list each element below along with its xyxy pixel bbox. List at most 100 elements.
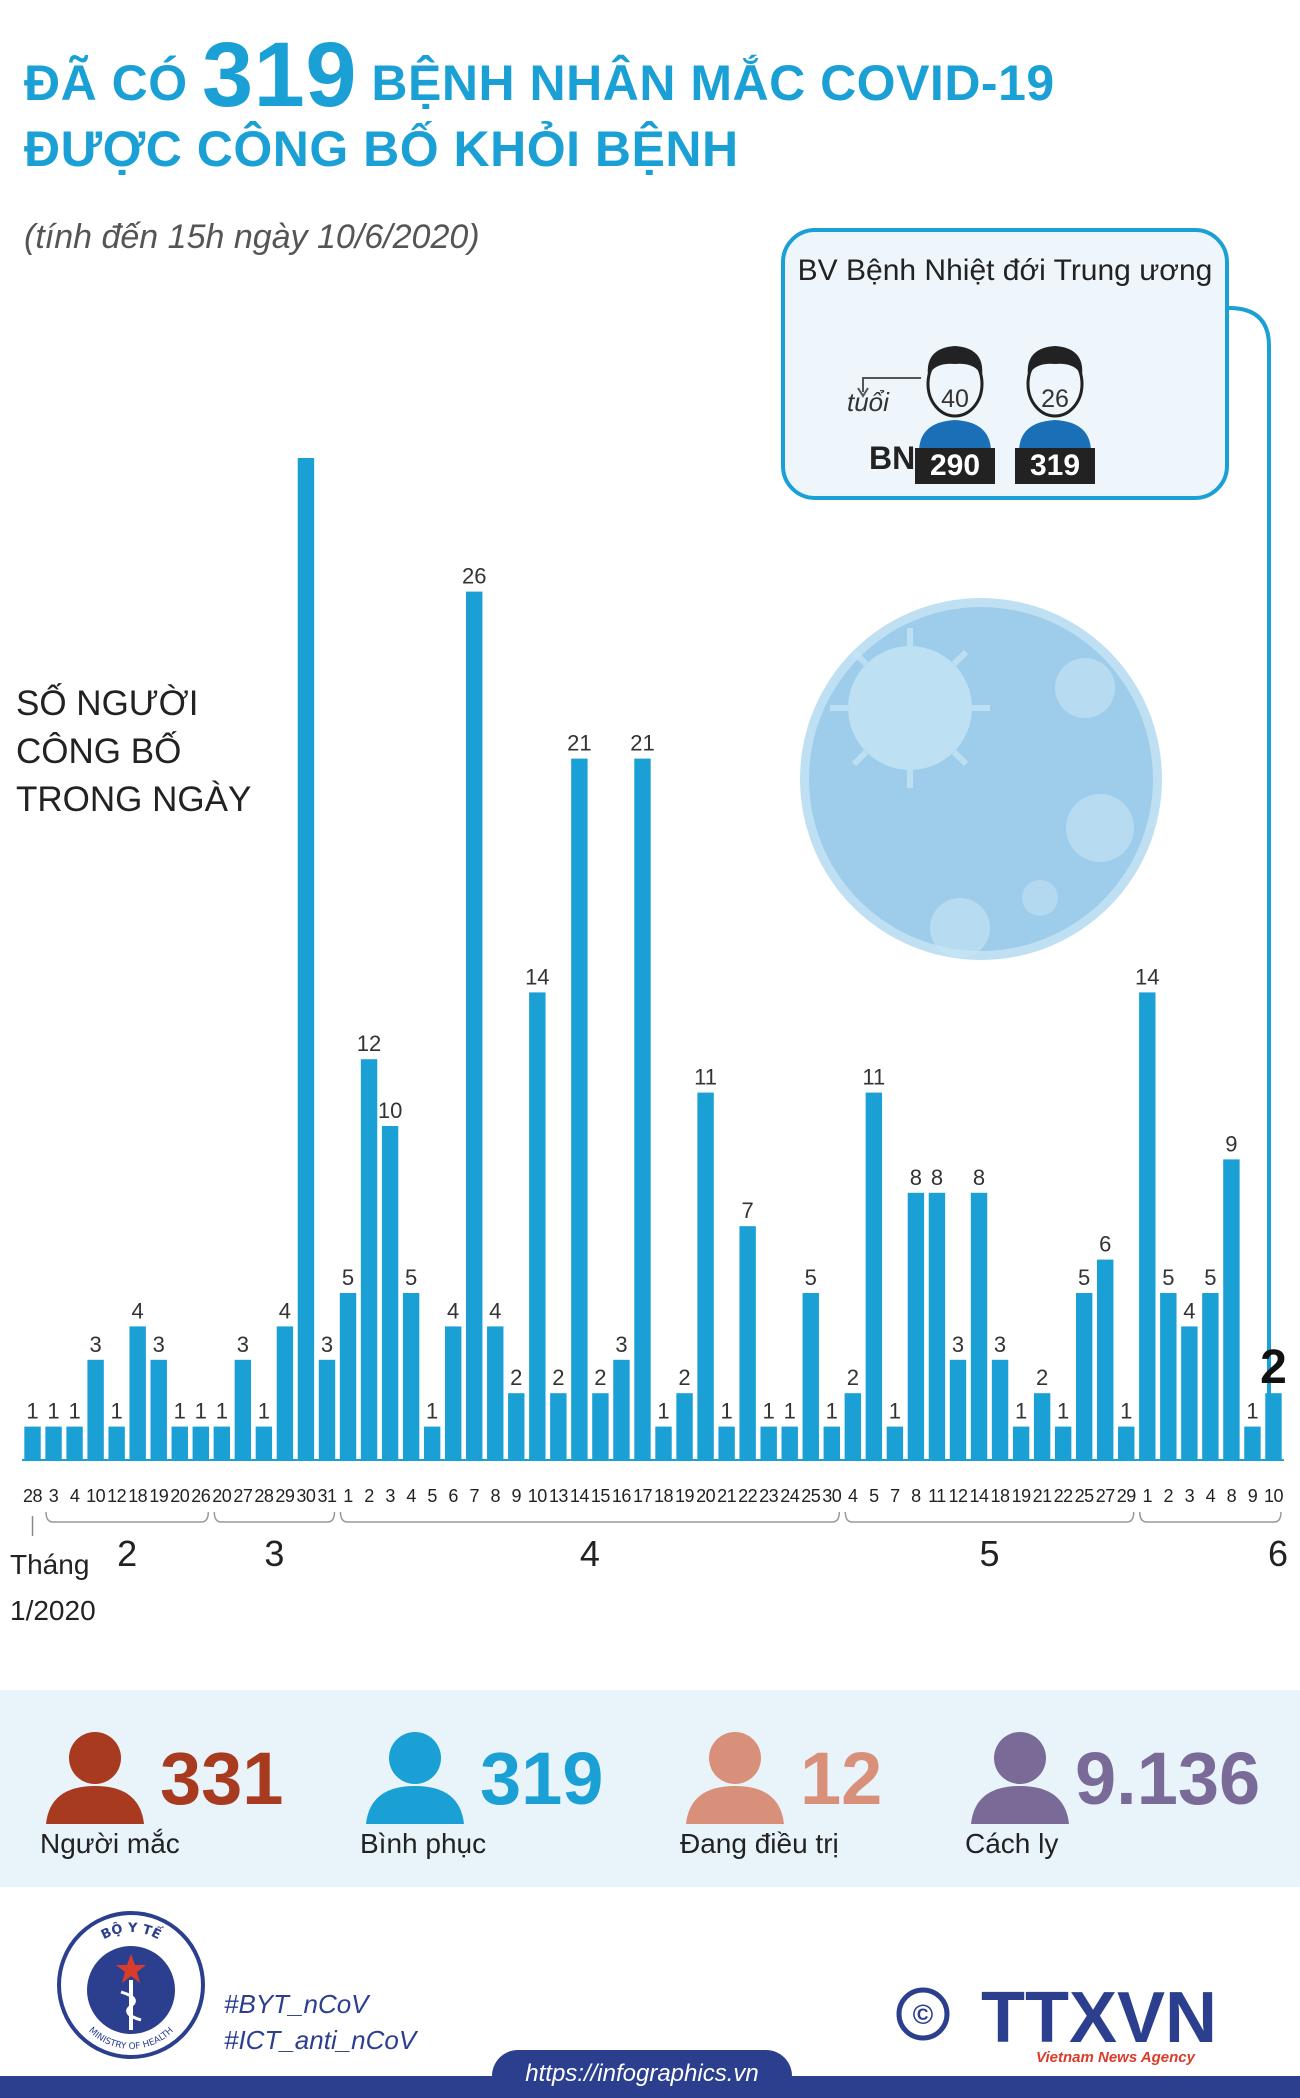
person-icon [686, 1732, 784, 1824]
day-tick-label: 3 [1185, 1486, 1195, 1506]
day-tick-label: 29 [275, 1486, 295, 1506]
bar [108, 1426, 125, 1460]
stat-value: 319 [480, 1737, 604, 1820]
bar [655, 1426, 672, 1460]
bar-value-label: 26 [462, 564, 486, 589]
bar [928, 1192, 946, 1460]
month-label: 2 [117, 1533, 137, 1574]
day-tick-label: 1 [343, 1486, 353, 1506]
day-tick-label: 9 [1248, 1486, 1258, 1506]
day-tick-label: 2 [1164, 1486, 1174, 1506]
footer-url[interactable]: https://infographics.vn [492, 2050, 792, 2098]
day-tick-label: 24 [780, 1486, 800, 1506]
bar-value-label: 11 [862, 1065, 885, 1090]
bar [402, 1293, 420, 1460]
bar [129, 1326, 146, 1460]
bar [466, 591, 483, 1460]
stat-value: 12 [800, 1737, 883, 1820]
day-tick-label: 12 [107, 1486, 127, 1506]
bar-value-label: 1 [216, 1399, 228, 1424]
day-tick-label: 22 [1054, 1486, 1074, 1506]
bar [234, 1359, 252, 1460]
bar-value-label: 1 [111, 1399, 123, 1424]
title-suffix: BỆNH NHÂN MẮC COVID-19 [371, 55, 1055, 111]
bar-value-label: 21 [630, 731, 654, 756]
bar-value-label: 12 [357, 1031, 381, 1056]
svg-text:BỘ Y TẾ: BỘ Y TẾ [99, 1921, 164, 1943]
title-prefix: ĐÃ CÓ [24, 55, 188, 111]
bar-value-label: 3 [615, 1332, 627, 1357]
bar [1054, 1426, 1072, 1460]
bar [339, 1293, 357, 1460]
person-icon [46, 1732, 144, 1824]
patient-card: 26 319 [1015, 332, 1095, 484]
day-tick-label: 4 [848, 1486, 858, 1506]
day-tick-label: 22 [738, 1486, 758, 1506]
month-bracket [844, 1511, 1135, 1523]
bar [823, 1426, 840, 1460]
bar-value-label: 4 [132, 1298, 144, 1323]
bar [550, 1393, 567, 1460]
day-tick-label: 31 [317, 1486, 337, 1506]
day-tick-label: 27 [233, 1486, 253, 1506]
bar-value-label: 4 [279, 1298, 291, 1323]
bar [634, 758, 651, 1460]
bar [1181, 1326, 1198, 1460]
chart-label-line: SỐ NGƯỜI [16, 684, 199, 723]
day-tick-label: 21 [1033, 1486, 1053, 1506]
bar [781, 1426, 798, 1460]
bar-value-label: 6 [1099, 1232, 1111, 1257]
bar [1118, 1426, 1135, 1460]
bar [1160, 1293, 1177, 1460]
bar [171, 1426, 188, 1460]
day-tick-label: 19 [149, 1486, 169, 1506]
day-tick-label: 4 [70, 1486, 80, 1506]
bar [24, 1426, 41, 1460]
bar-value-label: 2 [1260, 1341, 1287, 1394]
bar [1265, 1393, 1282, 1460]
patient-age: 40 [941, 385, 969, 413]
month-bracket [1139, 1511, 1282, 1523]
bar-value-label: 1 [1015, 1399, 1027, 1424]
bar-value-label: 14 [525, 964, 549, 989]
bar-value-label: 3 [321, 1332, 333, 1357]
bar [1012, 1426, 1030, 1460]
bar-value-label: 9 [1225, 1131, 1237, 1156]
bar-value-label: 4 [1183, 1298, 1195, 1323]
callout-connector [1229, 306, 1271, 1422]
bar-value-label: 30 [294, 450, 318, 455]
day-tick-label: 20 [212, 1486, 232, 1506]
bar [381, 1126, 399, 1460]
bar [508, 1393, 525, 1460]
bar [676, 1393, 693, 1460]
bar-value-label: 10 [378, 1098, 402, 1123]
bar-value-label: 1 [68, 1399, 80, 1424]
bar-value-label: 2 [594, 1365, 606, 1390]
bar [1033, 1393, 1051, 1460]
hashtag: #ICT_anti_nCoV [224, 2025, 417, 2055]
bar-value-label: 1 [258, 1399, 270, 1424]
patient-icon [1019, 346, 1091, 452]
day-tick-label: 10 [528, 1486, 548, 1506]
bar-value-label: 1 [889, 1399, 901, 1424]
chart-label: SỐ NGƯỜI CÔNG BỐ TRONG NGÀY [16, 680, 251, 824]
hashtags: #BYT_nCoV #ICT_anti_nCoV [224, 1986, 416, 2058]
day-tick-label: 19 [1012, 1486, 1032, 1506]
stat-recovered: 319 Bình phục [360, 1728, 603, 1859]
month-label: 4 [580, 1533, 600, 1574]
bar-value-label: 3 [994, 1332, 1006, 1357]
stats-band: 331 Người mắc 319 Bình phục 12 Đang điều… [0, 1690, 1300, 1887]
bar-value-label: 21 [567, 731, 591, 756]
bar-value-label: 5 [1204, 1265, 1216, 1290]
patient-icon [919, 346, 991, 452]
bar [1075, 1293, 1093, 1460]
bar [192, 1426, 209, 1460]
bar-value-label: 1 [174, 1399, 186, 1424]
bar [697, 1092, 714, 1460]
bar-value-label: 2 [510, 1365, 522, 1390]
day-tick-label: 25 [801, 1486, 821, 1506]
bar-value-label: 11 [694, 1065, 717, 1090]
month-label: 3 [264, 1533, 284, 1574]
day-tick-label: 29 [1117, 1486, 1137, 1506]
bar [760, 1426, 777, 1460]
